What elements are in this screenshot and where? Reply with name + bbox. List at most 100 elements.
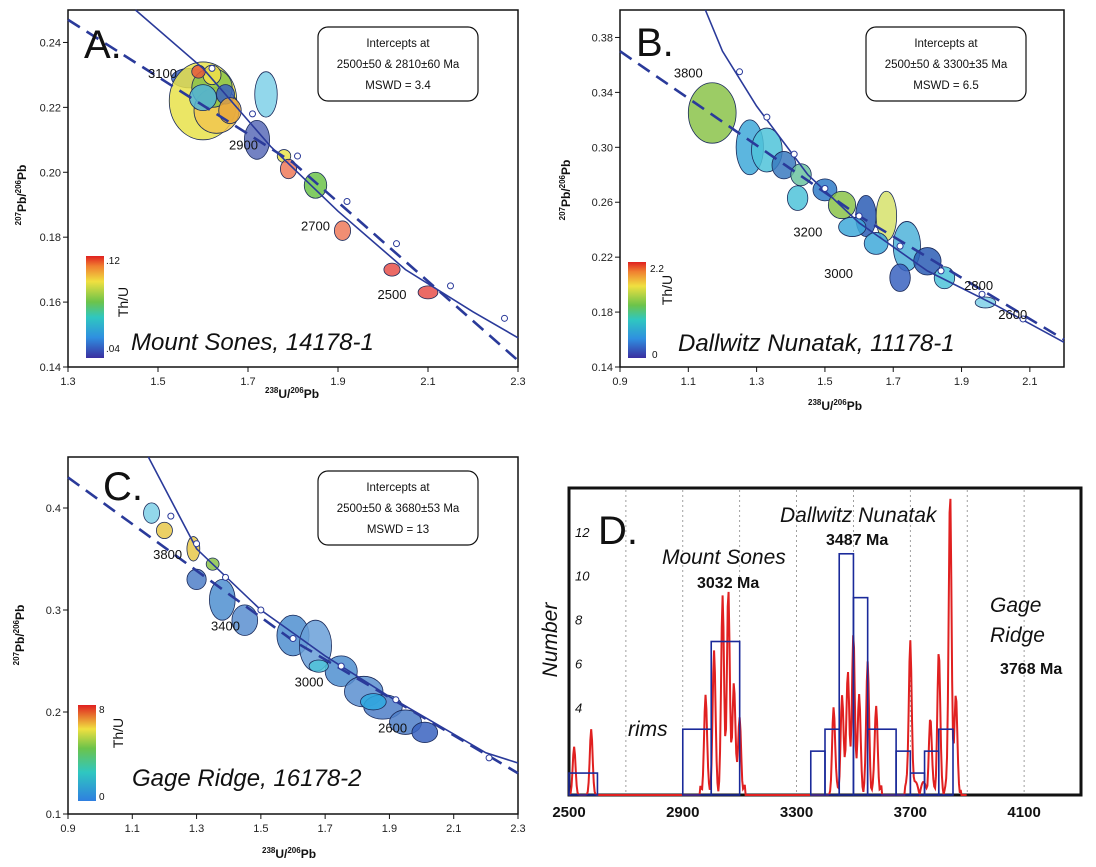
y-tick-label: 0.16 <box>40 297 61 309</box>
concordia-curve <box>147 456 519 764</box>
panel-c-curves <box>67 456 519 775</box>
concordia-age-label: 3800 <box>674 65 703 80</box>
panel-a: 1.3 1.5 1.7 1.9 2.1 2.3 0.14 0.16 0.18 0.20 0.22 0.… <box>14 9 526 401</box>
concordia-age-label: 2800 <box>964 278 993 293</box>
concordia-age-label: 3000 <box>824 266 853 281</box>
panel-a-concordia-ages: 3100 2900 2700 2500 <box>148 66 406 302</box>
concordia-age-marker <box>208 64 216 72</box>
panel-c-concordia-ages: 3800 3400 3000 2600 <box>153 547 407 735</box>
y-tick-label: 10 <box>575 569 590 584</box>
y-tick-label: 0.18 <box>40 232 61 244</box>
error-ellipse <box>417 285 439 300</box>
y-tick-label: 0.30 <box>592 142 613 154</box>
error-ellipse <box>155 521 173 540</box>
concordia-age-marker <box>193 540 201 548</box>
concordia-age-marker <box>249 110 256 118</box>
x-tick-label: 0.9 <box>612 376 627 388</box>
concordia-age-marker <box>257 606 265 614</box>
concordia-age-marker <box>485 754 493 762</box>
annotation-dallwitz-nunatak: Dallwitz Nunatak <box>780 504 938 527</box>
error-ellipse <box>333 220 351 241</box>
x-tick-label: 1.9 <box>382 823 397 835</box>
concordia-age-marker <box>337 662 345 670</box>
panel-a-sample-label: Mount Sones, 14178-1 <box>131 329 374 356</box>
histogram-bin <box>710 640 741 796</box>
y-tick-label: 0.1 <box>46 809 61 821</box>
error-ellipse <box>143 502 161 524</box>
y-tick-label: 0.4 <box>46 503 61 515</box>
concordia-age-marker <box>294 152 301 160</box>
x-tick-label: 0.9 <box>60 823 75 835</box>
concordia-age-label: 3000 <box>295 675 324 690</box>
y-tick-label: 8 <box>575 613 583 628</box>
panel-b-intercept-box <box>865 26 1027 102</box>
concordia-age-label: 3800 <box>153 547 182 562</box>
annotation-mount-sones: Mount Sones <box>662 546 786 569</box>
error-ellipse <box>191 64 206 79</box>
concordia-age-marker <box>1019 315 1027 323</box>
y-tick-label: 0.14 <box>40 362 61 374</box>
panel-b-colorbar-label: Th/U <box>659 275 675 305</box>
panel-a-colorbar-max: .12 <box>106 256 120 267</box>
concordia-age-label: 2500 <box>378 287 407 302</box>
panel-d-histogram-bins <box>568 552 954 796</box>
x-tick-label: 1.3 <box>189 823 204 835</box>
panel-a-y-axis-label: 207Pb/206Pb <box>14 165 29 226</box>
y-tick-label: 0.26 <box>592 197 613 209</box>
panel-a-colorbar-min: .04 <box>106 344 120 355</box>
panel-a-x-axis-label: 238U/206Pb <box>265 386 319 401</box>
y-tick-label: 0.22 <box>40 102 61 114</box>
panel-c-sample-label: Gage Ridge, 16178-2 <box>132 765 362 792</box>
error-ellipse <box>687 82 737 144</box>
y-tick-label: 0.18 <box>592 307 613 319</box>
x-tick-label: 1.7 <box>317 823 332 835</box>
panel-a-letter: A. <box>84 23 122 67</box>
y-tick-label: 0.14 <box>592 362 613 374</box>
panel-b-curves <box>619 9 1065 343</box>
x-tick-label: 2500 <box>552 804 585 821</box>
error-ellipse <box>786 185 809 211</box>
x-tick-label: 1.5 <box>817 376 832 388</box>
concordia-age-label: 3400 <box>211 618 240 633</box>
panel-c-colorbar <box>78 705 96 801</box>
x-tick-label: 3300 <box>780 804 813 821</box>
y-tick-label: 0.3 <box>46 605 61 617</box>
x-tick-label: 1.9 <box>330 376 345 388</box>
panel-c-x-axis-label: 238U/206Pb <box>262 846 316 861</box>
concordia-age-marker <box>790 150 798 158</box>
error-ellipse <box>411 721 439 744</box>
concordia-age-label: 3200 <box>793 225 822 240</box>
panel-d: 2500 2900 3300 3700 4100 4 6 8 10 12 D. Number ri… <box>539 486 1083 821</box>
panel-a-colorbar-label: Th/U <box>115 287 131 317</box>
x-tick-label: 1.9 <box>954 376 969 388</box>
histogram-bin <box>852 596 869 796</box>
panel-c: 0.9 1.1 1.3 1.5 1.7 1.9 2.1 2.3 0.1 0.2 0.3 0.4 380… <box>12 456 526 861</box>
panel-c-intercept-box <box>317 470 479 546</box>
concordia-age-marker <box>896 242 904 250</box>
x-tick-label: 2.1 <box>1022 376 1037 388</box>
x-tick-label: 2900 <box>666 804 699 821</box>
y-tick-label: 0.24 <box>40 37 61 49</box>
error-ellipse <box>383 262 401 277</box>
concordia-age-label: 2700 <box>301 219 330 234</box>
concordia-age-marker <box>343 197 351 205</box>
annotation-gage-ridge-age: 3768 Ma <box>1000 661 1062 678</box>
panel-c-letter: C. <box>103 465 143 509</box>
y-tick-label: 0.2 <box>46 707 61 719</box>
x-tick-label: 3700 <box>894 804 927 821</box>
concordia-age-marker <box>501 314 508 322</box>
panel-c-colorbar-max: 8 <box>99 705 105 716</box>
error-ellipse <box>974 296 997 309</box>
panel-b-colorbar <box>628 262 646 358</box>
panel-b-y-axis-label: 207Pb/206Pb <box>558 160 573 221</box>
concordia-age-label: 2600 <box>378 720 407 735</box>
concordia-age-label: 3100 <box>148 66 177 81</box>
panel-b-colorbar-min: 0 <box>652 350 658 361</box>
error-ellipse <box>324 655 358 687</box>
panel-c-intercept-line2: 2500±50 & 3680±53 Ma <box>337 503 460 515</box>
x-tick-label: 1.5 <box>150 376 165 388</box>
y-tick-label: 0.38 <box>592 32 613 44</box>
panel-a-intercept-line3: MSWD = 3.4 <box>365 80 431 92</box>
x-tick-label: 2.1 <box>420 376 435 388</box>
